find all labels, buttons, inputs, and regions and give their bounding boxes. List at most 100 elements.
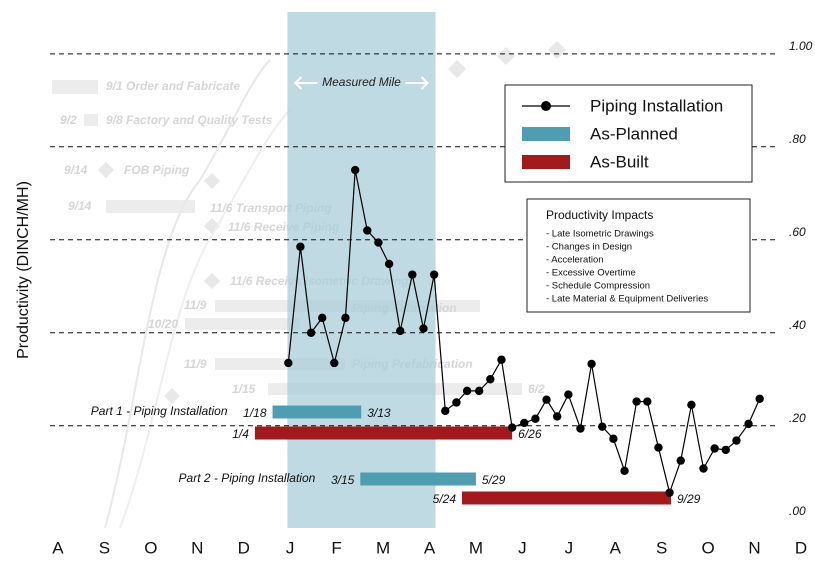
ghost-curve <box>104 59 271 529</box>
impacts-item: - Acceleration <box>546 255 604 266</box>
measured-mile-arrow <box>293 76 429 90</box>
impacts-item: - Excessive Overtime <box>546 268 636 279</box>
y-tick-label: .00 <box>789 504 806 518</box>
x-tick-label: N <box>191 538 203 557</box>
y-tick-label: .20 <box>789 411 806 425</box>
series-point <box>330 358 339 368</box>
series-point <box>350 165 360 175</box>
series-point <box>553 412 562 421</box>
legend-swatch <box>522 127 570 141</box>
series-point <box>296 242 305 251</box>
bar-start-label: 3/15 <box>331 473 355 487</box>
legend-label: As-Planned <box>590 124 678 143</box>
impacts-item: - Changes in Design <box>546 242 632 253</box>
series-point <box>374 238 383 247</box>
series-point <box>665 488 674 497</box>
gantt-bar <box>254 426 513 440</box>
ghost-bar <box>185 318 300 330</box>
series-point <box>732 436 741 445</box>
gantt-bar <box>462 491 671 505</box>
legend: Piping Installation As-Planned As-Built <box>504 84 753 183</box>
series-point <box>486 375 495 384</box>
ghost-bar <box>106 200 195 213</box>
y-axis-label: Productivity (DINCH/MH) <box>15 181 32 359</box>
ghost-label: 9/14 <box>64 163 88 177</box>
series-point <box>654 443 663 452</box>
series-point <box>474 386 484 396</box>
impacts-frame <box>526 198 751 313</box>
series-point <box>497 355 506 364</box>
y-tick-label: .60 <box>789 225 806 239</box>
series-point <box>587 359 596 369</box>
x-tick-label: J <box>518 538 527 557</box>
series-point <box>721 445 730 455</box>
y-tick-label: 1.00 <box>789 39 813 53</box>
ghost-bar <box>52 80 98 94</box>
x-tick-label: J <box>286 538 295 557</box>
x-tick-label: M <box>469 538 483 557</box>
y-tick-label: .40 <box>789 318 806 332</box>
x-tick-label: S <box>99 538 110 557</box>
task-label: Part 2 - Piping Installation <box>179 471 316 485</box>
bar-start-label: 5/24 <box>433 492 457 506</box>
ghost-label: 9/1 Order and Fabricate <box>106 79 240 93</box>
impacts-item: - Late Material & Equipment Deliveries <box>546 294 708 305</box>
series-point <box>363 226 372 235</box>
series-point <box>408 270 417 279</box>
y-tick-label: .80 <box>789 132 806 146</box>
x-tick-label: A <box>52 538 64 557</box>
x-tick-label: M <box>376 538 390 557</box>
legend-swatch <box>522 155 570 169</box>
ghost-label: 9/14 <box>68 199 92 213</box>
ghost-label: 1/15 <box>232 382 256 396</box>
x-tick-label: S <box>656 538 667 557</box>
series-point <box>531 414 540 423</box>
series-point <box>576 424 585 433</box>
x-tick-label: D <box>795 538 807 557</box>
ghost-curve <box>119 109 291 529</box>
gantt-bar <box>360 472 476 486</box>
series-point <box>643 397 652 406</box>
ghost-label: 6/2 <box>528 382 545 396</box>
x-tick-label: J <box>565 538 574 557</box>
legend-label: Piping Installation <box>590 96 723 115</box>
series-point <box>419 324 428 333</box>
series-point <box>564 390 573 399</box>
series-point <box>755 394 764 403</box>
bar-start-label: 1/4 <box>232 427 249 441</box>
series-point <box>429 270 439 279</box>
series-point <box>284 358 293 368</box>
ghost-label: 11/9 <box>184 357 207 371</box>
series-point <box>676 456 685 465</box>
series-point <box>384 259 394 269</box>
measured-mile <box>287 12 436 528</box>
series-point <box>687 400 696 410</box>
legend-label: As-Built <box>590 152 649 171</box>
ghost-label: 9/8 Factory and Quality Tests <box>106 113 273 127</box>
x-tick-label: F <box>331 538 341 557</box>
x-tick-label: O <box>144 538 157 557</box>
impacts-item: - Schedule Compression <box>546 281 650 292</box>
task-label: Part 1 - Piping Installation <box>91 404 228 418</box>
series-point <box>452 398 461 407</box>
measured-mile-label: Measured Mile <box>322 75 401 89</box>
ghost-label: 11/9 <box>184 298 207 312</box>
x-tick-label: A <box>610 538 622 557</box>
series-point <box>520 418 529 428</box>
x-tick-label: D <box>238 538 250 557</box>
series-point <box>441 406 450 416</box>
series-point <box>507 423 517 432</box>
series-point <box>710 444 719 453</box>
x-tick-label: O <box>702 538 715 557</box>
bar-end-label: 3/13 <box>367 406 391 420</box>
impacts-item: - Late Isometric Drawings <box>546 229 654 240</box>
series-point <box>620 466 629 476</box>
bar-start-label: 1/18 <box>243 406 267 420</box>
x-tick-label: A <box>424 538 436 557</box>
series-point <box>609 434 618 443</box>
bar-end-label: 5/29 <box>482 473 506 487</box>
series-point <box>306 328 316 337</box>
ghost-label: 9/2 <box>60 113 77 127</box>
impacts-title: Productivity Impacts <box>546 208 653 222</box>
